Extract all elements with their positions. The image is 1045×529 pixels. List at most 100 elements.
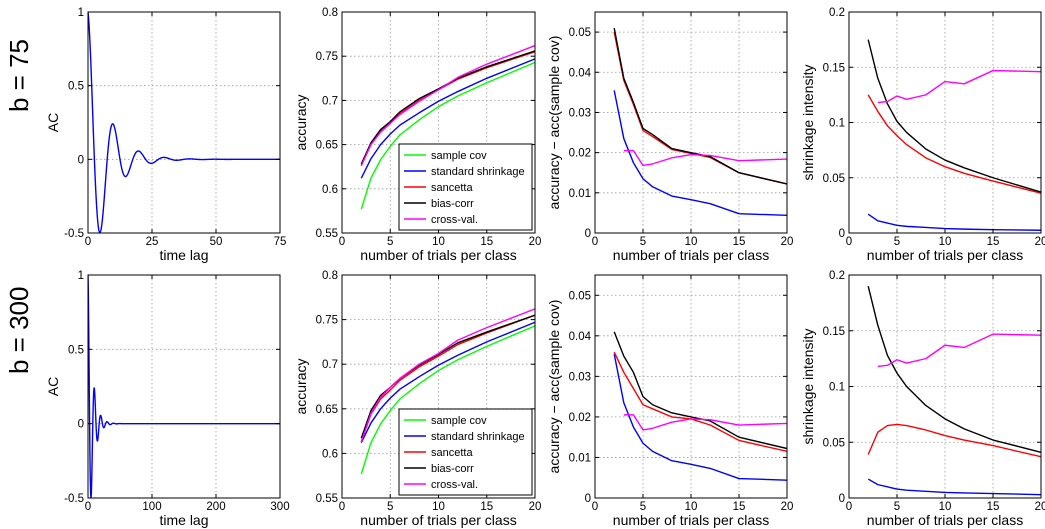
x-tick-label: 5 (894, 501, 900, 513)
legend-label: sample cov (431, 150, 487, 162)
y-tick-label: 0 (839, 228, 845, 240)
series-line-bias-corr (360, 50, 535, 165)
y-tick-label: 0.5 (68, 81, 84, 93)
series-line-cross-val- (360, 44, 535, 167)
x-tick-label: 0 (85, 236, 91, 248)
y-tick-label: 0 (585, 493, 591, 505)
x-tick-label: 20 (781, 236, 794, 248)
x-tick-label: 0 (85, 501, 91, 513)
y-tick-label: 0.55 (316, 493, 338, 505)
x-tick-label: 15 (733, 236, 746, 248)
x-tick-label: 15 (480, 501, 493, 513)
y-tick-label: 0.05 (823, 173, 845, 185)
y-tick-label: 0.5 (68, 344, 84, 356)
x-tick-label: 15 (733, 501, 746, 513)
x-axis-label: time lag (159, 247, 208, 263)
y-axis-label: shrinkage intensity (800, 65, 816, 181)
y-tick-label: 0.8 (322, 7, 338, 19)
y-tick-label: 0.7 (322, 359, 338, 371)
x-tick-label: 75 (274, 236, 287, 248)
plot-area (88, 275, 280, 498)
series-line-sancetta (867, 423, 1041, 458)
legend-label: cross-val. (431, 214, 478, 226)
series-group (88, 275, 280, 498)
legend-label: sample cov (431, 415, 487, 427)
series-line-sancetta (867, 94, 1041, 194)
y-tick-label: 0.65 (316, 140, 338, 152)
x-tick-label: 200 (206, 501, 225, 513)
series-line-autocorrelation (88, 275, 280, 498)
series-group (867, 285, 1041, 496)
series-line-cross-val- (877, 69, 1041, 104)
x-axis-label: number of trials per class (360, 512, 516, 528)
series-line-sample-cov (360, 325, 535, 475)
series-line-standard-shrinkage (867, 478, 1041, 496)
series-line-cross-val- (623, 414, 787, 431)
y-tick-label: 0.03 (569, 107, 591, 119)
legend: sample cov standard shrinkage sancetta bias… (398, 408, 533, 496)
y-tick-label: 0.05 (569, 290, 591, 302)
y-tick-label: 0.05 (569, 27, 591, 39)
x-tick-label: 5 (640, 236, 646, 248)
y-tick-label: 0.75 (316, 315, 338, 327)
y-tick-label: 0.03 (569, 371, 591, 383)
x-tick-label: 0 (339, 236, 345, 248)
legend-label: bias-corr (431, 198, 474, 210)
y-tick-label: 0.01 (569, 452, 591, 464)
series-line-bias-corr (867, 285, 1041, 453)
y-tick-label: 0.75 (316, 51, 338, 63)
y-tick-label: 0.2 (829, 270, 845, 282)
series-group (613, 27, 787, 217)
y-axis-label: AC (45, 113, 61, 132)
y-tick-label: 0.6 (322, 184, 338, 196)
x-tick-label: 20 (1035, 236, 1045, 248)
chart-panel-8: 0 5 10 15 20 0 0.05 0.1 0.15 0.2 number of trials … (800, 270, 1045, 528)
x-tick-label: 15 (987, 501, 1000, 513)
x-axis-label: number of trials per class (613, 247, 769, 263)
y-tick-label: 0.02 (569, 148, 591, 160)
x-axis-label: number of trials per class (867, 512, 1023, 528)
series-group (360, 308, 535, 475)
y-tick-label: 0.01 (569, 188, 591, 200)
legend-label: standard shrinkage (431, 166, 525, 178)
series-line-cross-val- (360, 308, 535, 443)
legend-label: bias-corr (431, 463, 474, 475)
series-group (88, 12, 280, 233)
x-tick-label: 20 (1035, 501, 1045, 513)
series-line-bias-corr (613, 27, 787, 185)
x-tick-label: 20 (781, 501, 794, 513)
x-tick-label: 0 (846, 501, 852, 513)
y-tick-label: 0.15 (823, 62, 845, 74)
axes-frame (87, 274, 281, 499)
x-tick-label: 10 (432, 236, 445, 248)
chart-panel-6: 0 5 10 15 20 0.55 0.6 0.65 0.7 0.75 0.8 number of t… (293, 270, 541, 528)
x-tick-label: 10 (432, 501, 445, 513)
x-tick-label: 5 (387, 236, 393, 248)
series-line-autocorrelation (88, 12, 280, 233)
x-tick-label: 5 (894, 236, 900, 248)
legend: sample cov standard shrinkage sancetta bias… (398, 143, 533, 231)
x-tick-label: 15 (480, 236, 493, 248)
y-axis-label: shrinkage intensity (800, 329, 816, 445)
y-tick-label: -0.5 (64, 493, 84, 505)
legend-label: standard shrinkage (431, 431, 525, 443)
y-tick-label: 0.55 (316, 228, 338, 240)
y-tick-label: 0.04 (569, 67, 592, 79)
series-line-standard-shrinkage (360, 321, 535, 444)
series-group (360, 44, 535, 210)
series-line-cross-val- (877, 333, 1041, 368)
y-tick-label: 0 (839, 493, 845, 505)
chart-panel-4: 0 5 10 15 20 0 0.05 0.1 0.15 0.2 number of trials … (800, 7, 1045, 263)
legend-label: cross-val. (431, 479, 478, 491)
x-tick-label: 10 (939, 236, 952, 248)
x-tick-label: 20 (529, 236, 542, 248)
x-tick-label: 50 (210, 236, 223, 248)
x-tick-label: 5 (387, 501, 393, 513)
series-line-sample-cov (360, 61, 535, 210)
x-axis-label: number of trials per class (360, 247, 516, 263)
y-tick-label: 1 (78, 270, 84, 282)
x-tick-label: 0 (592, 501, 598, 513)
y-tick-label: 0 (585, 228, 591, 240)
